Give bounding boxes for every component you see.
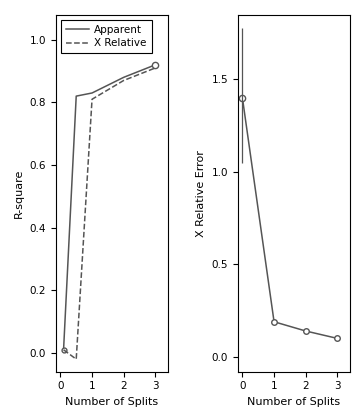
Y-axis label: R-square: R-square: [14, 168, 24, 218]
X Relative: [122, 78, 126, 83]
Line: X Relative: X Relative: [64, 68, 155, 359]
X Relative: [61, 347, 66, 352]
X-axis label: Number of Splits: Number of Splits: [247, 397, 340, 407]
Y-axis label: X Relative Error: X Relative Error: [196, 150, 206, 236]
Legend: Apparent, X Relative: Apparent, X Relative: [61, 20, 152, 53]
X Relative: [90, 97, 94, 102]
X-axis label: Number of Splits: Number of Splits: [65, 397, 158, 407]
X Relative: [153, 66, 158, 71]
X Relative: [74, 357, 78, 362]
